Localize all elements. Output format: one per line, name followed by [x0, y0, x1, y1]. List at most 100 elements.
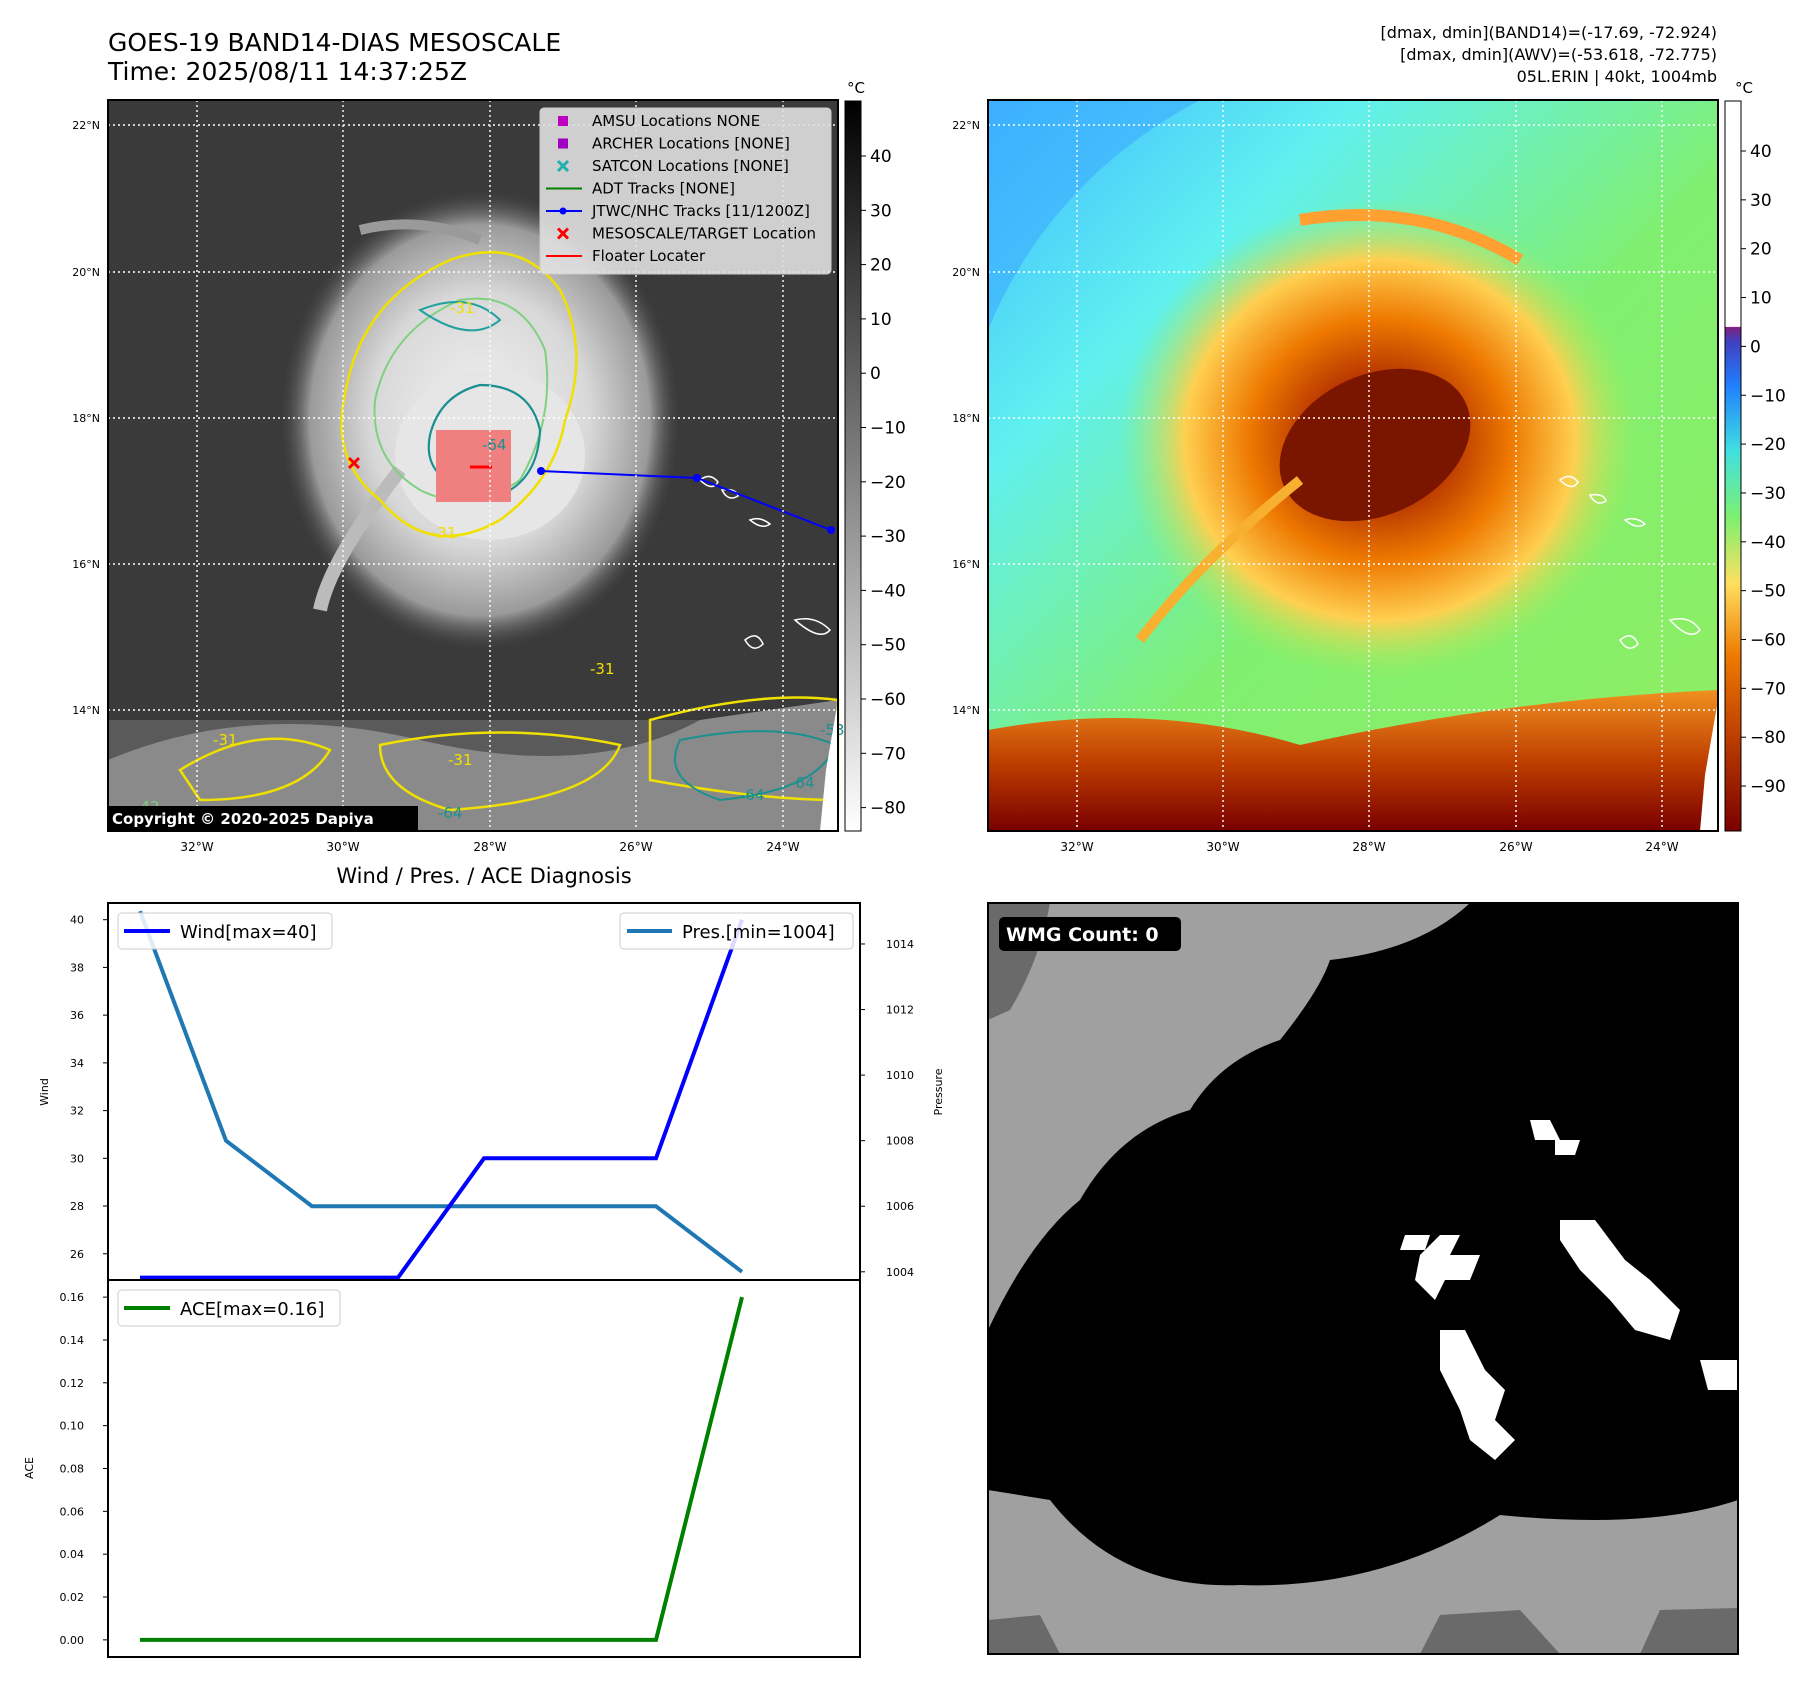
ace-axis-tick-label: 0.02 — [60, 1591, 85, 1604]
awv-lon-label: 32°W — [1060, 840, 1093, 854]
wind-axis-tick-label: 40 — [70, 914, 84, 927]
storm-info: 05L.ERIN | 40kt, 1004mb — [1517, 67, 1717, 86]
ace-axis-label: ACE — [23, 1457, 36, 1479]
gray-colorbar-tick-label: −10 — [870, 419, 906, 439]
wmg-white-cell — [1440, 1330, 1515, 1460]
wmg-dark-south — [1420, 1610, 1560, 1654]
wind-axis-tick-label: 30 — [70, 1152, 84, 1165]
band14-outer-band — [313, 465, 406, 612]
figure-title: GOES-19 BAND14-DIAS MESOSCALE — [108, 28, 561, 57]
contour-south-minus64 — [674, 730, 837, 802]
band14-gridlines — [108, 100, 838, 831]
wmg-white-cell — [1560, 1220, 1680, 1340]
contour-minus31 — [340, 250, 578, 538]
band14-lat-label: 16°N — [72, 558, 100, 571]
band14-cirrus — [358, 219, 482, 245]
band14-lon-label: 28°W — [473, 840, 506, 854]
contour-minus53 — [417, 301, 502, 332]
gray-colorbar-tick-label: −50 — [870, 636, 906, 656]
legend-x-icon — [556, 159, 570, 173]
wmg-white-cell — [1415, 1235, 1480, 1300]
wind-axis-tick-label: 26 — [70, 1248, 84, 1261]
color-colorbar-tick-label: −70 — [1750, 679, 1786, 699]
awv-lat-label: 16°N — [952, 558, 980, 571]
pressure-axis-tick-label: 1008 — [886, 1135, 914, 1148]
gray-colorbar-tick-label: 10 — [870, 310, 892, 330]
awv-island-outlines-south — [1619, 618, 1701, 649]
gray-colorbar-tick-label: 20 — [870, 256, 892, 276]
pressure-legend-label: Pres.[min=1004] — [682, 922, 835, 943]
band14-lat-label: 22°N — [72, 119, 100, 132]
wind-axis-tick-label: 28 — [70, 1200, 84, 1213]
color-colorbar-tick-label: −50 — [1750, 582, 1786, 602]
awv-lat-label: 14°N — [952, 704, 980, 717]
pressure-series-line — [138, 910, 744, 1274]
wind-pressure-chart: 40 38 36 34 32 30 28 26 1014 1012 1010 1008 1006 100… — [38, 902, 945, 1281]
awv-lon-label: 24°W — [1645, 840, 1678, 854]
band14-lat-label: 18°N — [72, 412, 100, 425]
awv-storm-core — [1279, 368, 1471, 522]
band14-lon-label: 26°W — [619, 840, 652, 854]
gray-colorbar-tick-label: −80 — [870, 799, 906, 819]
pressure-axis-tick-label: 1004 — [886, 1266, 914, 1279]
legend-x-icon — [556, 227, 570, 240]
awv-lon-label: 30°W — [1206, 840, 1239, 854]
wind-pressure-frame — [107, 902, 861, 1281]
pressure-axis-tick-label: 1012 — [886, 1004, 914, 1017]
awv-lat-label: 22°N — [952, 119, 980, 132]
band14-nodata-corner — [820, 700, 838, 831]
gray-colorbar-tick-label: −20 — [870, 473, 906, 493]
awv-gridlines — [988, 100, 1718, 831]
legend-box — [539, 107, 832, 275]
wind-axis-tick-label: 36 — [70, 1009, 84, 1022]
contour-label-minus64-d: -64 — [438, 804, 463, 822]
legend-label: MESOSCALE/TARGET Location — [592, 225, 816, 243]
wmg-black-region — [988, 903, 1738, 1586]
color-colorbar-ramp — [1724, 100, 1742, 832]
band14-frame — [107, 99, 839, 832]
wind-legend-label: Wind[max=40] — [180, 922, 317, 943]
awv-lon-label: 28°W — [1352, 840, 1385, 854]
color-colorbar: °C 40 30 20 10 0 −10 −20 −30 −40 −50 −60 −70 −80 −90 — [1724, 79, 1786, 832]
contour-label-minus31-e: -31 — [448, 751, 473, 769]
contour-minus42 — [373, 297, 549, 502]
color-colorbar-tick-label: 30 — [1750, 191, 1772, 211]
island-outlines-south — [744, 618, 832, 649]
awv-lon-label: 26°W — [1499, 840, 1532, 854]
legend-label: AMSU Locations NONE — [592, 112, 760, 130]
track-point — [693, 474, 701, 482]
legend-label: SATCON Locations [NONE] — [592, 157, 789, 175]
contour-label-minus31-c: -31 — [590, 660, 615, 678]
wind-legend-box — [117, 912, 333, 950]
awv-dry-northwest — [988, 100, 1200, 330]
awv-lat-label: 18°N — [952, 412, 980, 425]
awv-map: 22°N 20°N 18°N 16°N 14°N 32°W 30°W 28°W … — [952, 99, 1719, 854]
wind-axis-label: Wind — [38, 1078, 51, 1106]
ace-series-line — [140, 1296, 744, 1642]
contour-label-minus64-c: -64 — [790, 774, 815, 792]
track-point — [827, 526, 835, 534]
wind-legend: Wind[max=40] — [117, 912, 333, 950]
pressure-legend: Pres.[min=1004] — [619, 912, 854, 950]
wmg-dark-southwest — [988, 1615, 1060, 1654]
legend-label: Floater Locater — [592, 247, 706, 265]
ace-axis-tick-label: 0.04 — [60, 1548, 85, 1561]
ace-axis-tick-label: 0.00 — [60, 1634, 85, 1647]
gray-colorbar: °C 40 30 20 10 0 −10 −20 −30 −40 −50 −60 −70 −80 — [844, 79, 906, 832]
ace-axis-tick-label: 0.12 — [60, 1377, 85, 1390]
legend-dot-icon — [559, 207, 567, 215]
pressure-legend-box — [619, 912, 854, 950]
color-colorbar-tick-label: −10 — [1750, 386, 1786, 406]
gray-colorbar-tick-label: −60 — [870, 690, 906, 710]
diagnosis-title: Wind / Pres. / ACE Diagnosis — [336, 864, 631, 888]
band14-lon-label: 32°W — [180, 840, 213, 854]
pressure-axis-tick-label: 1006 — [886, 1200, 914, 1213]
color-colorbar-tick-label: 0 — [1750, 337, 1761, 357]
band14-range: [dmax, dmin](BAND14)=(-17.69, -72.924) — [1381, 23, 1717, 42]
ace-legend: ACE[max=0.16] — [117, 1289, 341, 1327]
wmg-white-cell — [1400, 1235, 1430, 1250]
track-point — [537, 467, 545, 475]
contour-south-west — [178, 737, 332, 802]
